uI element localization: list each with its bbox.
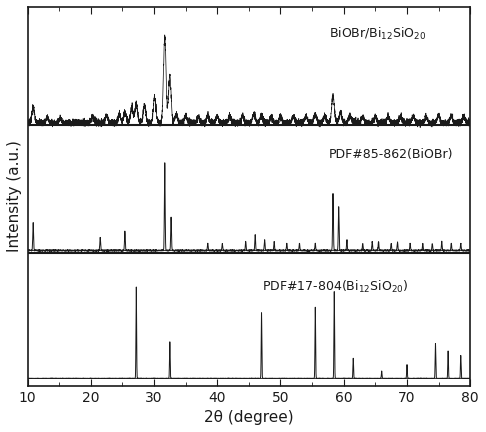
- X-axis label: 2θ (degree): 2θ (degree): [204, 410, 294, 425]
- Text: PDF#17-804(Bi$_{12}$SiO$_{20}$): PDF#17-804(Bi$_{12}$SiO$_{20}$): [262, 279, 408, 295]
- Y-axis label: Intensity (a.u.): Intensity (a.u.): [7, 140, 22, 252]
- Text: BiOBr/Bi$_{12}$SiO$_{20}$: BiOBr/Bi$_{12}$SiO$_{20}$: [329, 25, 426, 41]
- Text: PDF#85-862(BiOBr): PDF#85-862(BiOBr): [329, 148, 453, 161]
